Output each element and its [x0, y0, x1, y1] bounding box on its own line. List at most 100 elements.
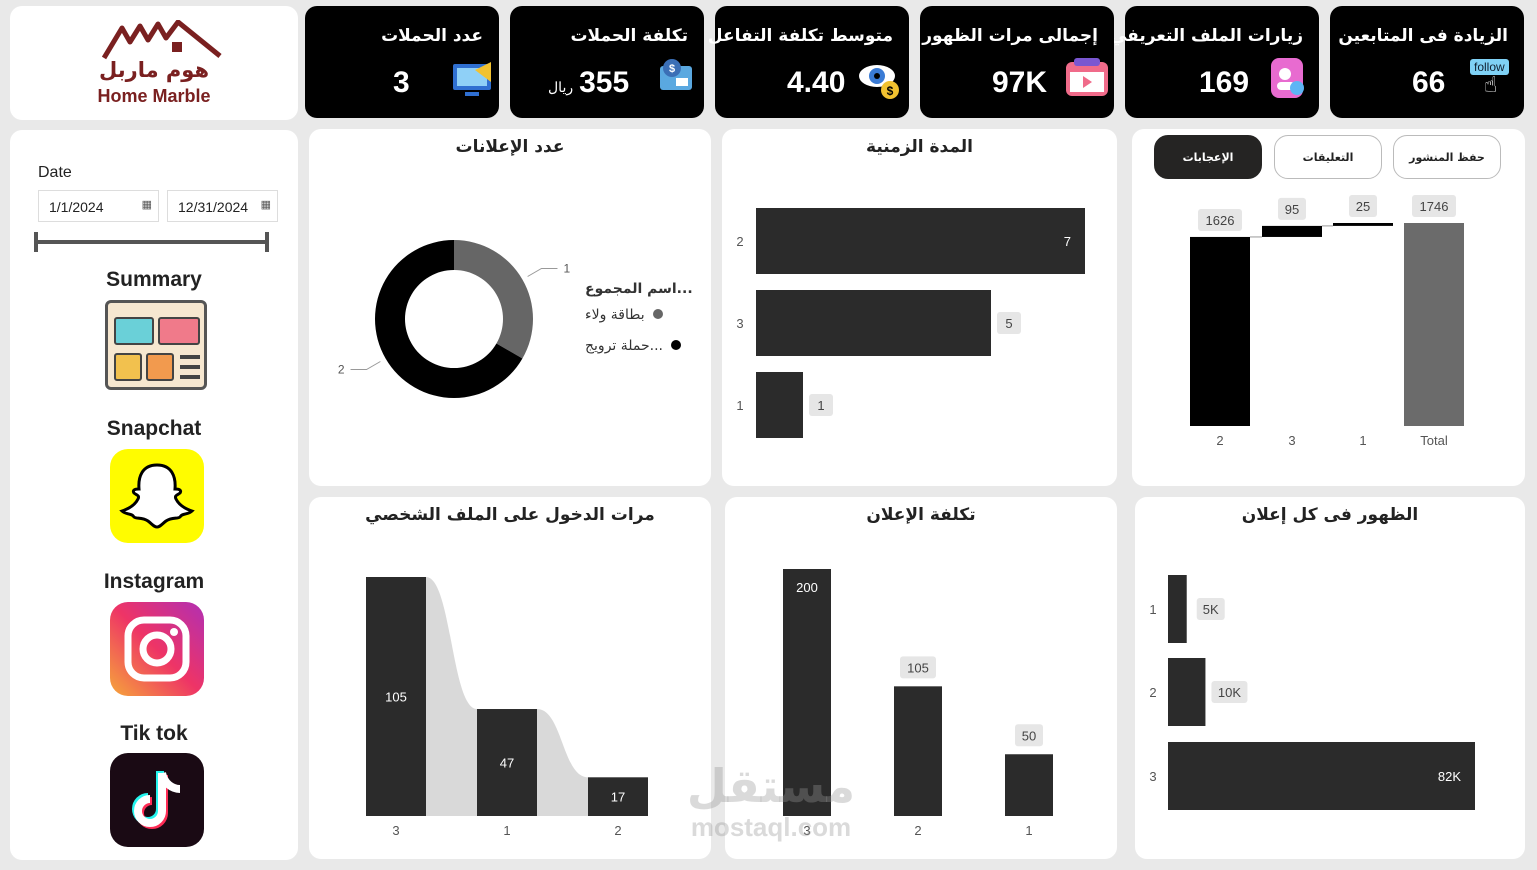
impressions-data-label: 5K	[1203, 602, 1219, 617]
duration-data-label: 1	[817, 398, 824, 413]
waterfall-data-label: 1746	[1420, 199, 1449, 214]
kpi-title: زيارات الملف التعريفي	[1109, 26, 1303, 46]
kpi-title: إجمالى مرات الظهور	[922, 26, 1098, 46]
donut-data-label: 1	[563, 262, 570, 276]
impressions-y-tick: 2	[1149, 685, 1156, 700]
nav-snapchat-label[interactable]: Snapchat	[106, 417, 202, 440]
legend-label: ...حملة ترويج	[585, 338, 664, 354]
duration-data-label-bg	[997, 312, 1021, 334]
nav-summary-label[interactable]: Summary	[106, 268, 202, 291]
brand-english: Home Marble	[97, 86, 211, 106]
kpi-title: الزيادة فى المتابعين	[1338, 26, 1508, 46]
summary-dashboard-icon[interactable]	[105, 300, 207, 390]
impressions-chart: 1 5K 2 10K 3 82K	[1149, 575, 1475, 810]
video-icon	[1064, 56, 1110, 102]
waterfall-data-label: 25	[1356, 199, 1370, 214]
impressions-bar	[1168, 742, 1475, 810]
svg-text:$: $	[887, 84, 894, 98]
waterfall-data-label-bg	[1349, 195, 1377, 217]
sidebar: Date 1/1/2024 ▦ 12/31/2024 ▦ Summary Sna…	[10, 130, 298, 860]
nav-instagram-label[interactable]: Instagram	[103, 570, 205, 593]
ad-cost-data-label: 50	[1022, 728, 1036, 743]
kpi-title: متوسط تكلفة التفاعل	[707, 26, 893, 46]
kpi-value: 3	[393, 66, 410, 99]
ribbon-connector	[426, 577, 477, 816]
tiktok-icon[interactable]	[110, 753, 204, 847]
legend-dot	[653, 309, 664, 319]
ad-cost-x-tick: 3	[803, 823, 810, 838]
waterfall-x-tick: Total	[1420, 433, 1448, 448]
kpi-value: 4.40	[787, 66, 846, 99]
kpi-card-impressions: إجمالى مرات الظهور 97K	[920, 6, 1114, 118]
profile-visits-bar	[477, 709, 537, 816]
ad-cost-bar	[1005, 754, 1053, 816]
kpi-title: عدد الحملات	[381, 26, 483, 46]
brand-arabic: هوم ماربل	[98, 58, 210, 82]
tab-saves[interactable]: حفظ المنشور	[1393, 135, 1501, 179]
legend-item-promo[interactable]: ...حملة ترويج	[585, 338, 682, 354]
duration-bar	[756, 372, 803, 438]
impressions-data-label: 82K	[1438, 769, 1461, 784]
duration-data-label: 5	[1005, 316, 1012, 331]
impressions-data-label-bg	[1196, 598, 1225, 620]
profile-visits-x-tick: 1	[503, 823, 510, 838]
ads-monitor-icon	[451, 56, 497, 102]
ad-cost-data-label-bg	[1015, 724, 1043, 747]
duration-y-tick: 3	[736, 316, 743, 331]
ads-count-title: عدد الإعلانات	[455, 137, 565, 157]
eye-dollar-icon: $	[857, 56, 903, 102]
duration-card: المدة الزمنية 2 7 3 5 1 1	[722, 129, 1117, 486]
legend-item-loyalty[interactable]: بطاقة ولاء	[585, 307, 664, 323]
date-from-value: 1/1/2024	[49, 199, 104, 215]
kpi-card-engagement-cost: متوسط تكلفة التفاعل 4.40 $	[708, 6, 909, 118]
slider-handle-end[interactable]	[265, 232, 269, 252]
waterfall-data-label-bg	[1278, 197, 1306, 220]
date-range-slider[interactable]	[34, 232, 269, 252]
profile-visits-data-label: 47	[500, 756, 514, 771]
impressions-y-tick: 1	[1149, 602, 1156, 617]
kpi-value-unit: ريال	[548, 79, 574, 95]
ad-cost-bar	[894, 686, 942, 816]
legend-dot	[671, 340, 682, 350]
kpi-value: 169	[1199, 66, 1250, 99]
profile-visits-bar	[366, 577, 426, 816]
instagram-icon[interactable]	[110, 602, 204, 696]
tab-likes[interactable]: الإعجابات	[1154, 135, 1262, 179]
impressions-data-label: 10K	[1218, 685, 1241, 700]
duration-y-tick: 2	[736, 234, 743, 249]
profile-visits-title: مرات الدخول على الملف الشخصي	[365, 505, 655, 525]
duration-bar	[756, 290, 991, 356]
donut-leader-line	[350, 361, 381, 370]
ad-cost-bar	[783, 569, 831, 816]
nav-tiktok-label[interactable]: Tik tok	[120, 722, 188, 745]
slider-handle-start[interactable]	[34, 232, 38, 252]
ad-cost-title: تكلفة الإعلان	[866, 505, 976, 525]
calendar-icon[interactable]: ▦	[141, 199, 152, 211]
date-from-input[interactable]: 1/1/2024 ▦	[38, 190, 159, 222]
profile-visits-data-label: 105	[385, 690, 407, 705]
waterfall-bar	[1262, 225, 1322, 237]
kpi-value: 66	[1412, 66, 1446, 99]
calendar-icon[interactable]: ▦	[260, 199, 271, 211]
snapchat-icon[interactable]	[110, 449, 204, 543]
ad-cost-x-tick: 2	[914, 823, 921, 838]
impressions-y-tick: 3	[1149, 769, 1156, 784]
kpi-title: تكلفة الحملات	[570, 26, 688, 46]
duration-title: المدة الزمنية	[866, 137, 973, 157]
profile-visits-x-tick: 2	[614, 823, 621, 838]
ad-cost-data-label-bg	[900, 656, 936, 679]
date-to-value: 12/31/2024	[178, 199, 249, 215]
impressions-title: الظهور فى كل إعلان	[1241, 505, 1419, 525]
duration-y-tick: 1	[736, 398, 743, 413]
duration-chart: 2 7 3 5 1 1	[736, 208, 1085, 438]
waterfall-data-label-bg	[1412, 195, 1456, 217]
follow-icon: follow ☝	[1470, 56, 1516, 102]
date-to-input[interactable]: 12/31/2024 ▦	[167, 190, 278, 222]
kpi-value-number: 355	[579, 66, 630, 99]
ad-cost-x-tick: 1	[1025, 823, 1032, 838]
impressions-bar	[1168, 658, 1206, 726]
svg-text:$: $	[669, 63, 675, 75]
ribbon-connector	[537, 709, 588, 816]
tab-comments[interactable]: التعليقات	[1274, 135, 1382, 179]
